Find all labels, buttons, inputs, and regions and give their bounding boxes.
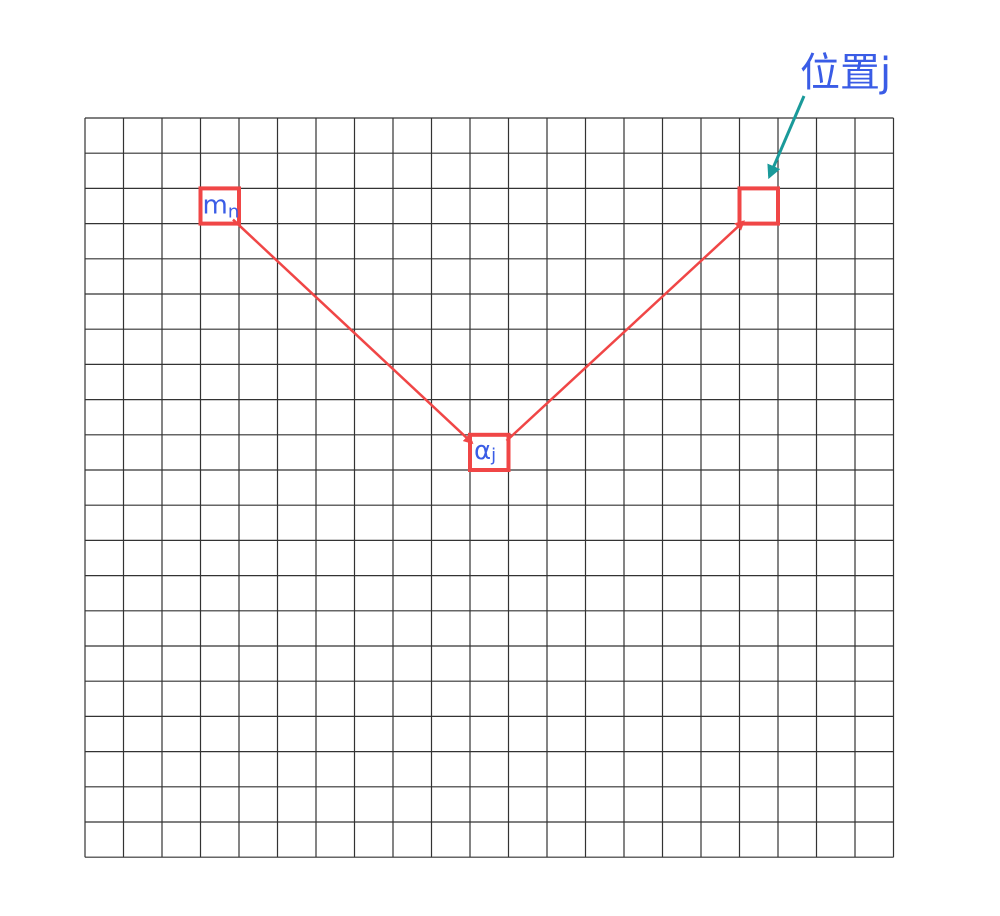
grid (84, 117, 895, 858)
label-alpha-j-main: α (474, 436, 491, 466)
callout-arrow (767, 95, 806, 180)
label-m-n-main: m (203, 190, 228, 220)
arrow-mn-to-alpha (232, 218, 474, 445)
cell-position-j (737, 186, 780, 226)
callout-label: 位置j (800, 50, 891, 96)
label-alpha-j-sub: j (490, 445, 496, 466)
label-alpha-j: αj (474, 436, 496, 466)
label-m-n-sub: n (228, 201, 239, 222)
cell-alpha-j (468, 432, 511, 472)
label-m-n: mn (203, 190, 240, 222)
cell-m-n (198, 186, 241, 226)
arrow-alpha-to-position (505, 220, 745, 442)
